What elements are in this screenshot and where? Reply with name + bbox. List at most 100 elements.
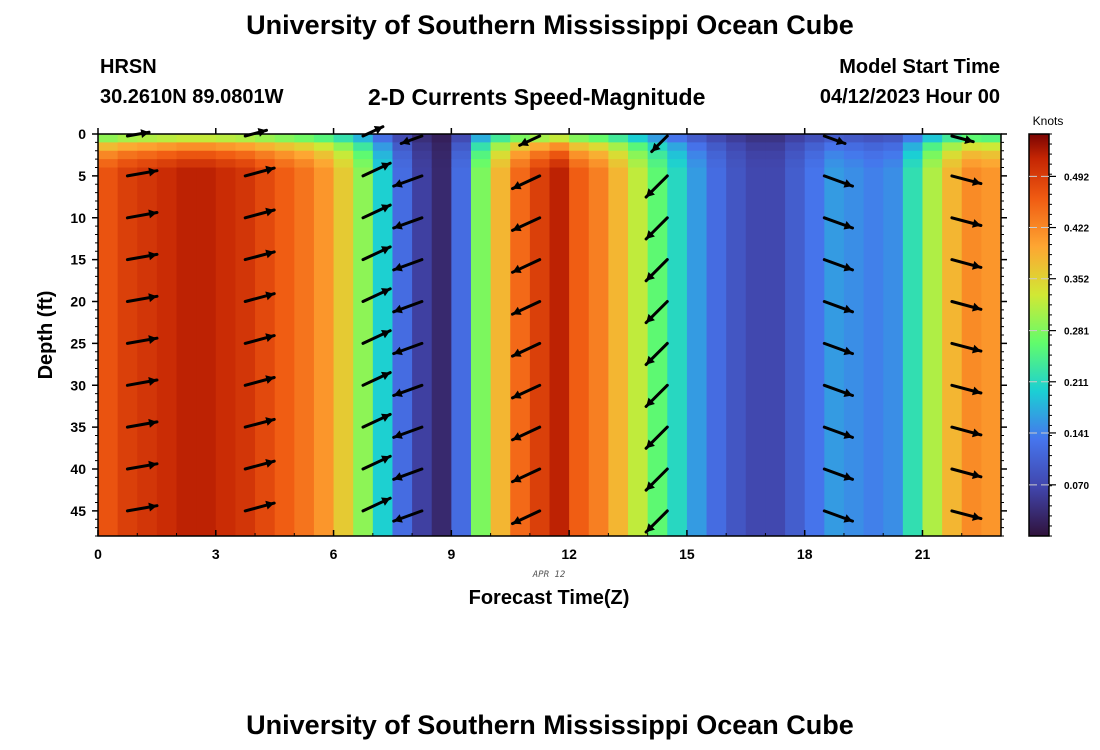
heatmap-cell <box>156 134 178 143</box>
heatmap-cell <box>902 159 924 168</box>
vector-head <box>512 474 522 483</box>
heatmap-cell <box>804 167 825 537</box>
current-vector <box>950 425 983 438</box>
current-vector <box>361 371 392 387</box>
heatmap-cell <box>628 150 649 160</box>
heatmap-cell <box>745 150 767 160</box>
current-vector <box>950 341 983 354</box>
current-vector <box>950 134 975 144</box>
current-vector <box>125 377 159 387</box>
chart-subtitle: 2-D Currents Speed-Magnitude <box>368 84 706 110</box>
current-vector <box>511 341 542 358</box>
heatmap-cell <box>215 159 237 168</box>
vector-head <box>512 390 522 399</box>
colorbar-tick-label: 0.281 <box>1064 327 1089 338</box>
vector-head <box>393 430 403 439</box>
heatmap-cell <box>137 142 158 152</box>
heatmap-cell <box>333 134 354 143</box>
current-vector <box>392 174 424 188</box>
heatmap-cell <box>628 142 649 152</box>
current-vector <box>243 249 276 262</box>
vector-head <box>393 304 403 314</box>
heatmap-cell <box>981 142 1002 152</box>
heatmap-cell <box>412 167 433 537</box>
heatmap-cell <box>274 150 295 160</box>
heatmap-cell <box>608 167 629 537</box>
heatmap-cell <box>196 142 217 152</box>
heatmap-cell <box>883 167 904 537</box>
heatmap-cell <box>176 142 197 152</box>
vector-head <box>265 249 275 259</box>
heatmap-cell <box>451 159 472 168</box>
vector-head <box>646 230 655 239</box>
current-vector <box>125 502 159 513</box>
heatmap-cell <box>470 134 492 143</box>
heatmap-cell <box>922 167 943 537</box>
heatmap-cell <box>529 150 551 160</box>
current-vector <box>822 467 854 481</box>
current-vector <box>243 500 276 513</box>
heatmap-cell <box>765 142 786 152</box>
heatmap-cell <box>137 159 158 168</box>
heatmap-cell <box>176 159 197 168</box>
x-tick-label: 15 <box>679 546 695 562</box>
heatmap-cell <box>137 150 158 160</box>
heatmap-cell <box>706 167 727 537</box>
heatmap-cell <box>785 167 806 537</box>
heatmap-cell <box>922 134 943 143</box>
current-vector <box>511 258 542 274</box>
heatmap-cell <box>412 150 433 160</box>
heatmap-cell <box>785 134 806 143</box>
current-vector <box>125 167 159 178</box>
heatmap-cell <box>981 159 1002 168</box>
currents-chart: 0 3 6 9 12 15 18 21 0 5 10 15 20 25 30 35 40 45 Forecast … <box>35 114 1089 609</box>
current-vector <box>399 134 424 145</box>
vector-head <box>512 181 522 190</box>
heatmap-cell <box>510 159 531 168</box>
vector-head <box>381 371 391 380</box>
vector-head <box>519 137 529 146</box>
heatmap-cell <box>824 142 845 152</box>
current-vector <box>822 300 854 314</box>
current-vector <box>243 291 276 303</box>
current-vector <box>392 467 424 481</box>
heatmap-cell <box>765 134 786 143</box>
heatmap-cell <box>588 159 609 168</box>
heatmap-cell <box>883 150 904 160</box>
heatmap-cell <box>137 134 158 143</box>
heatmap-cell <box>313 134 335 143</box>
x-tick-label: 6 <box>330 546 338 562</box>
current-vector <box>644 216 669 241</box>
vector-head <box>512 348 522 357</box>
vector-head <box>381 413 391 422</box>
heatmap-cell <box>883 142 904 152</box>
current-vector <box>125 460 159 471</box>
heatmap-cell <box>274 167 295 537</box>
heatmap-cell <box>942 150 963 160</box>
heatmap-cell <box>706 142 727 152</box>
heatmap-cell <box>235 159 256 168</box>
heatmap-cell <box>608 134 629 143</box>
current-vector <box>644 509 669 534</box>
heatmap-cell <box>274 142 295 152</box>
heatmap-cell <box>196 159 217 168</box>
heatmap-cell <box>333 150 354 160</box>
heatmap-cell <box>196 150 217 160</box>
heatmap-cell <box>745 134 767 143</box>
heatmap-cell <box>412 142 433 152</box>
heatmap-cell <box>745 142 767 152</box>
heatmap-cell <box>569 134 590 143</box>
vector-head <box>646 313 655 323</box>
station-coordinates: 30.2610N 89.0801W <box>100 86 284 108</box>
current-vector <box>644 425 669 450</box>
heatmap-cell <box>863 150 884 160</box>
colorbar-tick-label: 0.070 <box>1064 481 1089 492</box>
heatmap-cell <box>255 142 276 152</box>
heatmap-cell <box>333 167 354 537</box>
current-vector <box>511 467 542 484</box>
current-vector <box>511 300 542 316</box>
heatmap-cell <box>235 150 256 160</box>
heatmap-cell <box>215 134 237 143</box>
heatmap-cell <box>706 134 727 143</box>
y-tick-label: 15 <box>70 252 86 268</box>
